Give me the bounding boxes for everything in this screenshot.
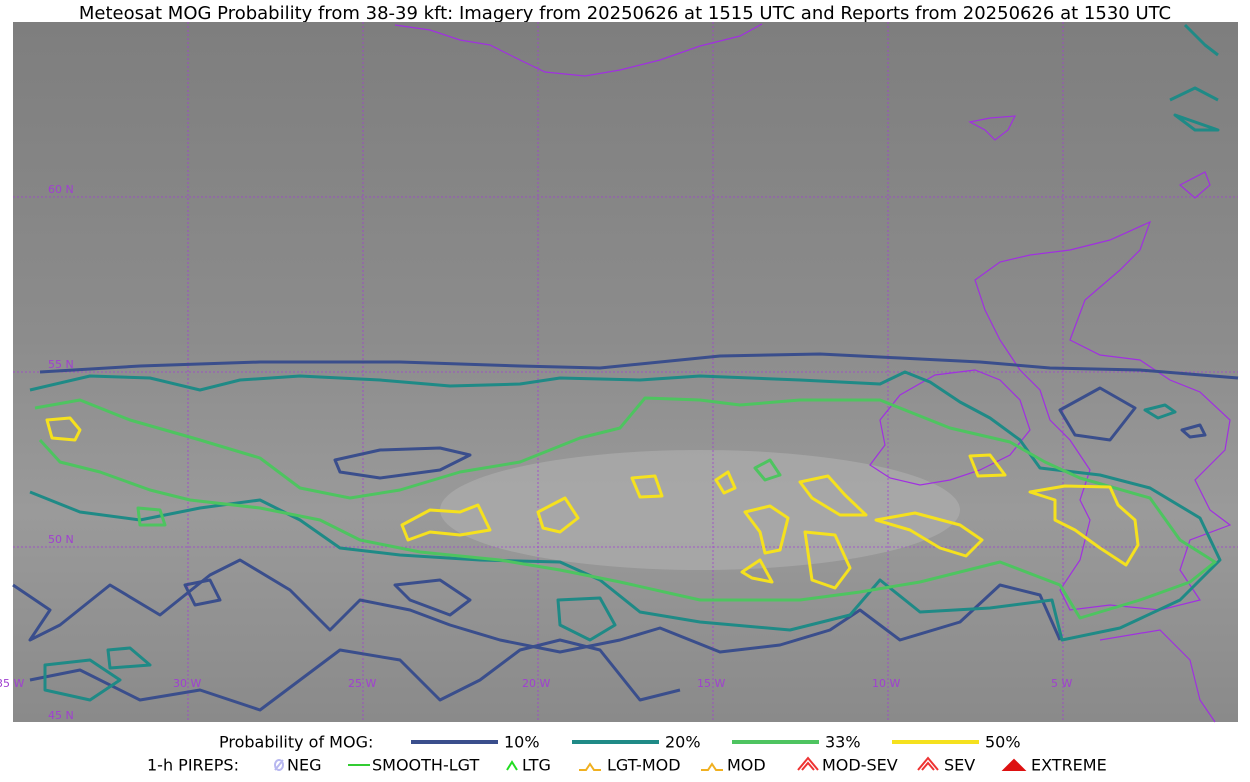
lon-label: 35 W [0, 677, 24, 690]
contour-20 [29, 370, 1222, 642]
contour-10 [12, 558, 1062, 654]
contour-10 [1180, 423, 1207, 439]
legend-icon [701, 762, 723, 771]
contour-50 [968, 453, 1007, 478]
contour-20 [556, 596, 617, 642]
lat-label: 60 N [48, 183, 74, 196]
contour-33 [136, 458, 782, 527]
lon-label: 30 W [173, 677, 201, 690]
contour-50 [536, 496, 580, 534]
lat-label: 50 N [48, 533, 74, 546]
legend-icon [579, 762, 601, 771]
title: Meteosat MOG Probability from 38-39 kft:… [79, 3, 1171, 24]
contours [12, 23, 1239, 712]
coastlines [394, 23, 1232, 723]
contour-20 [1169, 23, 1220, 132]
legend-label: 20% [665, 733, 701, 752]
legend: Probability of MOG: 10% 20% 33% 50% 1-h PIREP… [147, 733, 1107, 775]
legend-label: 50% [985, 733, 1021, 752]
legend-label: NEG [287, 756, 321, 775]
cloud [440, 450, 960, 570]
contour-50 [740, 558, 774, 584]
contour-50 [400, 503, 492, 542]
map: 60 N 55 N 50 N 45 N 35 W 30 W 25 W 20 W 15 W 10 W… [0, 22, 1239, 723]
geo-labels: 60 N 55 N 50 N 45 N 35 W 30 W 25 W 20 W 15 W 10 W… [0, 183, 1072, 722]
lat-label: 55 N [48, 358, 74, 371]
contour-50 [1028, 484, 1140, 567]
legend-label: MOD [727, 756, 766, 775]
legend-label: LTG [522, 756, 551, 775]
lon-label: 25 W [348, 677, 376, 690]
contour-10 [393, 578, 472, 617]
legend-label: LGT-MOD [607, 756, 681, 775]
legend-title: 1-h PIREPS: [147, 756, 239, 775]
contour-20 [1143, 403, 1177, 420]
legend-label: SEV [944, 756, 975, 775]
legend-label: 10% [504, 733, 540, 752]
contour-50 [874, 511, 984, 558]
contour-10 [1058, 386, 1137, 442]
contour-10 [183, 578, 222, 607]
legend-icon [1001, 758, 1027, 771]
contour-50 [630, 474, 664, 499]
contour-10 [39, 352, 1239, 380]
lon-label: 10 W [872, 677, 900, 690]
legend-icon [917, 756, 939, 771]
legend-label: SMOOTH-LGT [372, 756, 479, 775]
lon-label: 20 W [522, 677, 550, 690]
lon-label: 15 W [697, 677, 725, 690]
lon-label: 5 W [1051, 677, 1072, 690]
graticule [13, 22, 1238, 722]
legend-icon [797, 756, 819, 771]
legend-label: MOD-SEV [822, 756, 898, 775]
contour-50 [798, 474, 868, 517]
lat-label: 45 N [48, 709, 74, 722]
legend-label: 33% [825, 733, 861, 752]
legend-icon [274, 759, 285, 771]
contour-50 [45, 416, 82, 442]
contour-20 [43, 646, 152, 702]
contour-10 [333, 446, 472, 480]
contour-10 [29, 638, 681, 712]
legend-label: EXTREME [1031, 756, 1107, 775]
legend-title: Probability of MOG: [219, 733, 373, 752]
legend-icon [506, 760, 518, 771]
contour-50 [714, 470, 737, 495]
contour-50 [803, 530, 852, 590]
contour-50 [743, 504, 790, 555]
contour-33 [34, 396, 1217, 620]
